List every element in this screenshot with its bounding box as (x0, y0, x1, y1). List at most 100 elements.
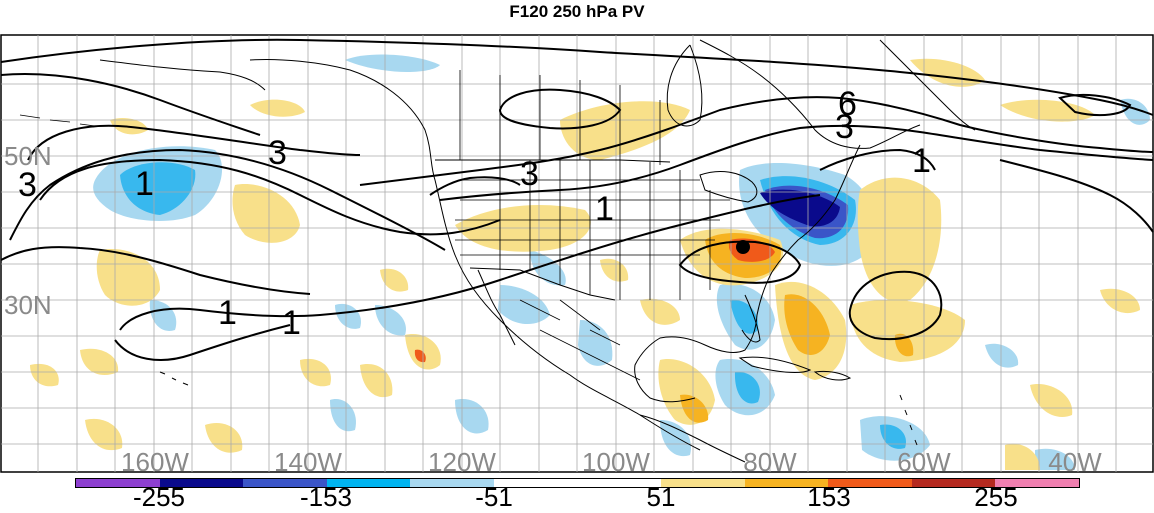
colorbar-segment (661, 479, 745, 487)
pv-contour (848, 270, 943, 341)
pos-anomaly-region (1100, 288, 1140, 314)
pos-anomaly-region (85, 418, 123, 451)
colorbar-segment (410, 479, 494, 487)
north-america-west-coast (249, 58, 701, 451)
colorbar-label: -51 (475, 482, 513, 512)
neg-anomaly-region (1120, 98, 1150, 125)
pv-contour (819, 148, 936, 171)
alaska (99, 59, 266, 91)
colorbar-segment (744, 479, 829, 487)
pos-anomaly-region (80, 348, 119, 376)
coastlines-and-borders (19, 39, 976, 463)
great-lakes (699, 171, 758, 203)
colorbar-segment (159, 479, 244, 487)
canada-province-lines (459, 70, 661, 165)
lon-label: 80W (743, 447, 797, 477)
colorbar-segment (243, 479, 327, 487)
pv-contour (1058, 93, 1132, 117)
colorbar-segment (911, 479, 996, 487)
hudson-bay (666, 44, 703, 127)
colorbar-label: 51 (646, 482, 676, 512)
neg-anomaly-region (985, 343, 1019, 368)
contour-label: 3 (18, 166, 37, 204)
pv-contour (0, 38, 1154, 116)
latitude-labels: 50N 30N (4, 141, 52, 320)
neg-anomaly-region (375, 305, 406, 336)
pv-contour (39, 158, 501, 236)
pos-anomaly-region (640, 298, 680, 325)
pv-contour (359, 96, 1154, 186)
colorbar-segment (995, 479, 1079, 487)
pos-anomaly-region (1000, 99, 1095, 122)
lon-label: 120W (428, 447, 496, 477)
canada-arctic-coast (699, 39, 921, 149)
colorbar-segment (577, 479, 662, 487)
lon-label: 60W (897, 447, 951, 477)
pv-contour (439, 124, 1154, 201)
neg-anomaly-region (149, 300, 177, 331)
contour-label: 1 (595, 190, 614, 228)
pv-contour (114, 324, 291, 361)
pos-anomaly-region (96, 249, 160, 306)
contour-label: 3 (520, 155, 539, 193)
mexico-state-lines (519, 299, 641, 381)
colorbar-label: 153 (807, 482, 851, 512)
central-america (639, 414, 746, 463)
baja-california (477, 269, 516, 346)
lon-label: 140W (274, 447, 342, 477)
florida (741, 294, 761, 343)
contour-label: 1 (282, 304, 301, 342)
neg-anomaly-region (1035, 448, 1075, 470)
neg-anomaly-region (660, 420, 691, 457)
colorbar-label: -255 (132, 482, 186, 512)
neg-anomaly-region (734, 371, 760, 404)
us-state-lines (455, 160, 730, 300)
pv-contour (9, 148, 446, 251)
colorbar-label: -153 (299, 482, 353, 512)
colorbar-segment (76, 479, 160, 487)
neg-anomaly-region (880, 424, 906, 449)
contour-label: 3 (268, 134, 287, 172)
contour-label: 1 (135, 165, 154, 203)
colorbar-label: 255 (974, 482, 1018, 512)
contour-label: 3 (835, 108, 854, 146)
lon-label: 160W (121, 447, 189, 477)
contour-label: 1 (218, 294, 237, 332)
lon-label: 100W (582, 447, 650, 477)
north-america-east-coast (634, 144, 861, 403)
lat-label: 30N (4, 290, 52, 320)
pos-anomaly-region (784, 294, 830, 355)
pv-contour (999, 159, 1154, 233)
longitude-labels: 160W 140W 120W 100W 80W 60W 40W (121, 447, 1102, 477)
contour-labels: 3 3 3 1 1 1 6 3 1 1 (18, 85, 931, 342)
cuba (738, 356, 812, 374)
pos-anomaly-region (850, 300, 965, 362)
pos-anomaly-region (560, 101, 690, 160)
pv-contour (27, 124, 361, 161)
pv-contours (0, 38, 1154, 361)
pos-anomaly-region (857, 177, 942, 303)
pos-anomaly-region (30, 363, 59, 387)
colorbar (75, 478, 1080, 488)
pos-anomaly-region (1005, 443, 1040, 470)
neg-anomaly-region (120, 162, 196, 215)
lat-label: 50N (4, 141, 52, 171)
pv-contour (678, 240, 802, 284)
pv-contour (0, 246, 311, 295)
pos-anomaly-region (205, 422, 243, 453)
pv-contour (0, 73, 261, 136)
pv-contour (119, 194, 821, 331)
pv-contour (498, 88, 622, 130)
colorbar-segment (493, 479, 578, 487)
neg-anomaly-region (760, 189, 840, 227)
neg-anomaly-region (335, 303, 361, 329)
hawaii (159, 371, 189, 386)
pos-anomaly-region (250, 99, 305, 117)
pos-anomaly-region (600, 258, 629, 282)
colorbar-segment (828, 479, 912, 487)
lon-label: 40W (1048, 447, 1102, 477)
hispaniola (813, 370, 852, 381)
contour-label: 6 (838, 85, 857, 123)
neg-anomaly-region (498, 285, 550, 325)
